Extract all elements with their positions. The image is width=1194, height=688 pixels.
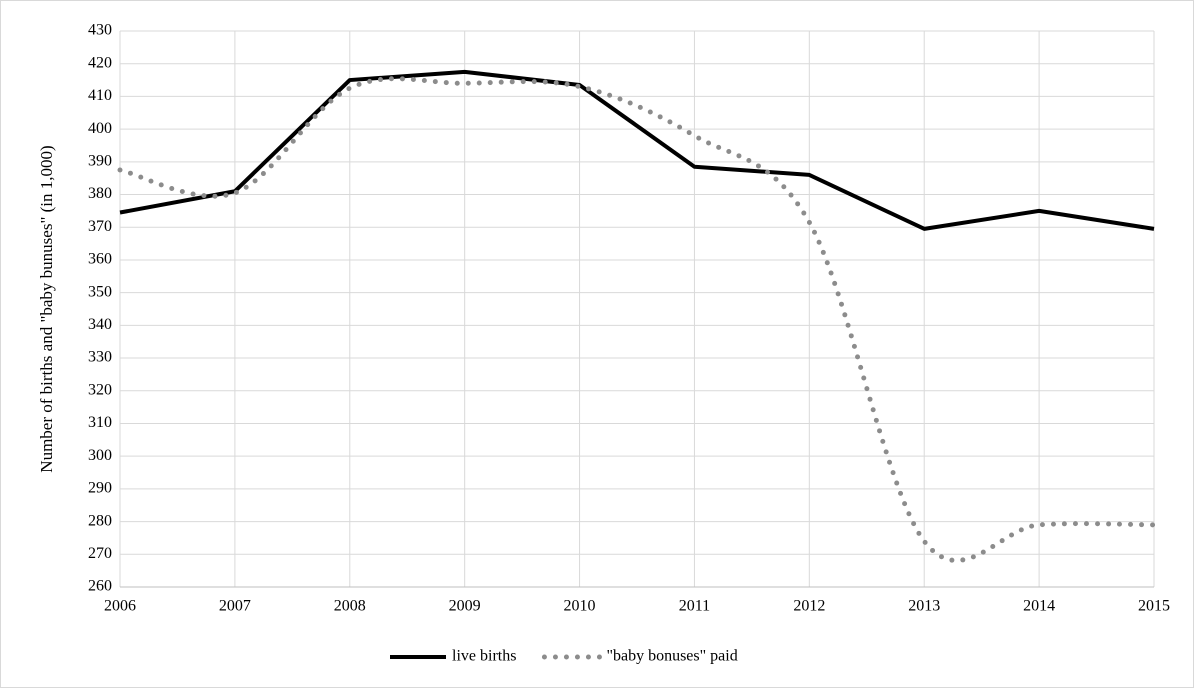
series-line [117, 76, 1157, 563]
y-tick-label: 290 [88, 480, 112, 497]
y-tick-label: 280 [88, 512, 112, 529]
x-tick-label: 2009 [449, 598, 481, 615]
y-axis-label: Number of births and "baby bunuses" (in … [37, 145, 56, 472]
y-tick-label: 260 [88, 578, 112, 595]
y-tick-label: 420 [88, 54, 112, 71]
x-tick-label: 2012 [793, 598, 825, 615]
y-tick-label: 270 [88, 545, 112, 562]
y-tick-label: 310 [88, 414, 112, 431]
y-tick-label: 320 [88, 381, 112, 398]
legend-label: live births [452, 648, 516, 665]
y-tick-label: 390 [88, 152, 112, 169]
x-tick-label: 2013 [908, 598, 940, 615]
y-tick-label: 370 [88, 218, 112, 235]
y-tick-label: 340 [88, 316, 112, 333]
x-tick-label: 2015 [1138, 598, 1170, 615]
x-tick-label: 2007 [219, 598, 251, 615]
y-tick-label: 380 [88, 185, 112, 202]
y-tick-label: 360 [88, 251, 112, 268]
y-tick-label: 410 [88, 87, 112, 104]
x-tick-label: 2010 [564, 598, 596, 615]
x-tick-label: 2011 [679, 598, 710, 615]
y-tick-label: 400 [88, 120, 112, 137]
x-tick-label: 2006 [104, 598, 136, 615]
x-tick-label: 2014 [1023, 598, 1055, 615]
y-tick-label: 350 [88, 283, 112, 300]
y-tick-label: 330 [88, 349, 112, 366]
x-tick-label: 2008 [334, 598, 366, 615]
y-tick-label: 300 [88, 447, 112, 464]
y-tick-label: 430 [88, 22, 112, 39]
legend-label: "baby bonuses" paid [606, 648, 737, 665]
series-line [119, 69, 1155, 231]
